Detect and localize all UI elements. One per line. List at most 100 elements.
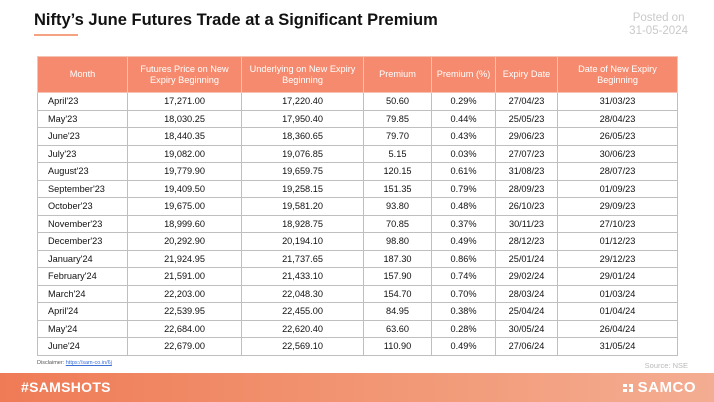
cell-futures-price: 21,591.00 <box>127 267 242 286</box>
cell-underlying: 18,360.65 <box>241 127 364 146</box>
cell-expiry-date: 25/01/24 <box>495 249 558 268</box>
cell-futures-price: 19,082.00 <box>127 144 242 163</box>
table-row: August'23 19,779.90 19,659.75 120.15 0.61% 31… <box>37 162 678 181</box>
cell-futures-price: 22,539.95 <box>127 302 242 321</box>
cell-premium-pct: 0.29% <box>431 92 496 111</box>
brand-logo[interactable]: SAMCO <box>621 379 696 396</box>
cell-new-expiry-date: 31/05/24 <box>557 337 678 356</box>
cell-underlying: 22,569.10 <box>241 337 364 356</box>
cell-premium: 5.15 <box>363 144 432 163</box>
cell-underlying: 19,076.85 <box>241 144 364 163</box>
page-title: Nifty’s June Futures Trade at a Signific… <box>34 11 438 29</box>
cell-premium: 187.30 <box>363 249 432 268</box>
cell-expiry-date: 27/06/24 <box>495 337 558 356</box>
cell-premium: 151.35 <box>363 179 432 198</box>
cell-premium-pct: 0.61% <box>431 162 496 181</box>
header-underlying: Underlying on New Expiry Beginning <box>241 56 364 93</box>
cell-underlying: 22,455.00 <box>241 302 364 321</box>
cell-premium: 70.85 <box>363 214 432 233</box>
cell-expiry-date: 26/10/23 <box>495 197 558 216</box>
cell-premium-pct: 0.74% <box>431 267 496 286</box>
table-row: November'23 18,999.60 18,928.75 70.85 0.37% 3… <box>37 214 678 233</box>
cell-futures-price: 17,271.00 <box>127 92 242 111</box>
disclaimer-label: Disclaimer: <box>37 360 65 366</box>
disclaimer: Disclaimer: https://sam-co.in/6j <box>37 360 112 366</box>
cell-underlying: 17,220.40 <box>241 92 364 111</box>
cell-futures-price: 19,779.90 <box>127 162 242 181</box>
posted-label: Posted on <box>632 12 685 24</box>
cell-premium-pct: 0.43% <box>431 127 496 146</box>
source-note: Source: NSE <box>644 361 688 370</box>
cell-new-expiry-date: 28/07/23 <box>557 162 678 181</box>
header-futures-price: Futures Price on New Expiry Beginning <box>127 56 242 93</box>
table-row: March'24 22,203.00 22,048.30 154.70 0.70% 28/… <box>37 284 678 303</box>
cell-month: February'24 <box>37 267 128 286</box>
premium-table: Month Futures Price on New Expiry Beginn… <box>37 56 678 356</box>
disclaimer-link[interactable]: https://sam-co.in/6j <box>65 360 112 366</box>
cell-month: December'23 <box>37 232 128 251</box>
cell-futures-price: 21,924.95 <box>127 249 242 268</box>
cell-underlying: 19,581.20 <box>241 197 364 216</box>
header-premium-pct: Premium (%) <box>431 56 496 93</box>
header-expiry-date: Expiry Date <box>495 56 558 93</box>
cell-premium-pct: 0.70% <box>431 284 496 303</box>
cell-month: April'24 <box>37 302 128 321</box>
cell-futures-price: 18,999.60 <box>127 214 242 233</box>
posted-info: Posted on 31-05-2024 <box>629 12 688 38</box>
cell-expiry-date: 27/07/23 <box>495 144 558 163</box>
cell-futures-price: 18,440.35 <box>127 127 242 146</box>
cell-premium-pct: 0.44% <box>431 109 496 128</box>
cell-underlying: 17,950.40 <box>241 109 364 128</box>
cell-month: April'23 <box>37 92 128 111</box>
table-row: June'24 22,679.00 22,569.10 110.90 0.49% 27/0… <box>37 337 678 356</box>
cell-underlying: 20,194.10 <box>241 232 364 251</box>
title-underline <box>34 34 78 36</box>
cell-underlying: 21,737.65 <box>241 249 364 268</box>
cell-underlying: 22,620.40 <box>241 319 364 338</box>
table-row: September'23 19,409.50 19,258.15 151.35 0.79… <box>37 179 678 198</box>
cell-month: November'23 <box>37 214 128 233</box>
table-row: April'23 17,271.00 17,220.40 50.60 0.29% 27/0… <box>37 92 678 111</box>
cell-new-expiry-date: 28/04/23 <box>557 109 678 128</box>
cell-expiry-date: 28/09/23 <box>495 179 558 198</box>
hashtag-label: #SAMSHOTS <box>21 379 111 395</box>
cell-new-expiry-date: 27/10/23 <box>557 214 678 233</box>
cell-expiry-date: 31/08/23 <box>495 162 558 181</box>
cell-month: July'23 <box>37 144 128 163</box>
cell-expiry-date: 25/04/24 <box>495 302 558 321</box>
cell-futures-price: 18,030.25 <box>127 109 242 128</box>
cell-premium: 157.90 <box>363 267 432 286</box>
cell-new-expiry-date: 01/12/23 <box>557 232 678 251</box>
cell-premium-pct: 0.38% <box>431 302 496 321</box>
table-row: April'24 22,539.95 22,455.00 84.95 0.38% 25/0… <box>37 302 678 321</box>
cell-futures-price: 22,203.00 <box>127 284 242 303</box>
cell-premium: 79.70 <box>363 127 432 146</box>
table-body: April'23 17,271.00 17,220.40 50.60 0.29% 27/0… <box>37 92 678 356</box>
posted-date: 31-05-2024 <box>629 25 688 37</box>
cell-new-expiry-date: 01/03/24 <box>557 284 678 303</box>
cell-expiry-date: 30/05/24 <box>495 319 558 338</box>
cell-premium: 84.95 <box>363 302 432 321</box>
cell-expiry-date: 28/12/23 <box>495 232 558 251</box>
cell-expiry-date: 29/02/24 <box>495 267 558 286</box>
cell-month: May'24 <box>37 319 128 338</box>
cell-underlying: 19,659.75 <box>241 162 364 181</box>
table-header-row: Month Futures Price on New Expiry Beginn… <box>37 56 678 93</box>
cell-expiry-date: 29/06/23 <box>495 127 558 146</box>
cell-futures-price: 20,292.90 <box>127 232 242 251</box>
cell-premium-pct: 0.79% <box>431 179 496 198</box>
cell-premium-pct: 0.48% <box>431 197 496 216</box>
table-row: June'23 18,440.35 18,360.65 79.70 0.43% 29/06… <box>37 127 678 146</box>
cell-premium: 79.85 <box>363 109 432 128</box>
cell-premium: 50.60 <box>363 92 432 111</box>
cell-month: June'23 <box>37 127 128 146</box>
cell-futures-price: 19,409.50 <box>127 179 242 198</box>
cell-new-expiry-date: 26/04/24 <box>557 319 678 338</box>
table-row: October'23 19,675.00 19,581.20 93.80 0.48% 26… <box>37 197 678 216</box>
cell-expiry-date: 28/03/24 <box>495 284 558 303</box>
cell-premium-pct: 0.28% <box>431 319 496 338</box>
cell-premium: 93.80 <box>363 197 432 216</box>
cell-month: September'23 <box>37 179 128 198</box>
samco-logo-icon <box>622 383 633 392</box>
cell-underlying: 22,048.30 <box>241 284 364 303</box>
